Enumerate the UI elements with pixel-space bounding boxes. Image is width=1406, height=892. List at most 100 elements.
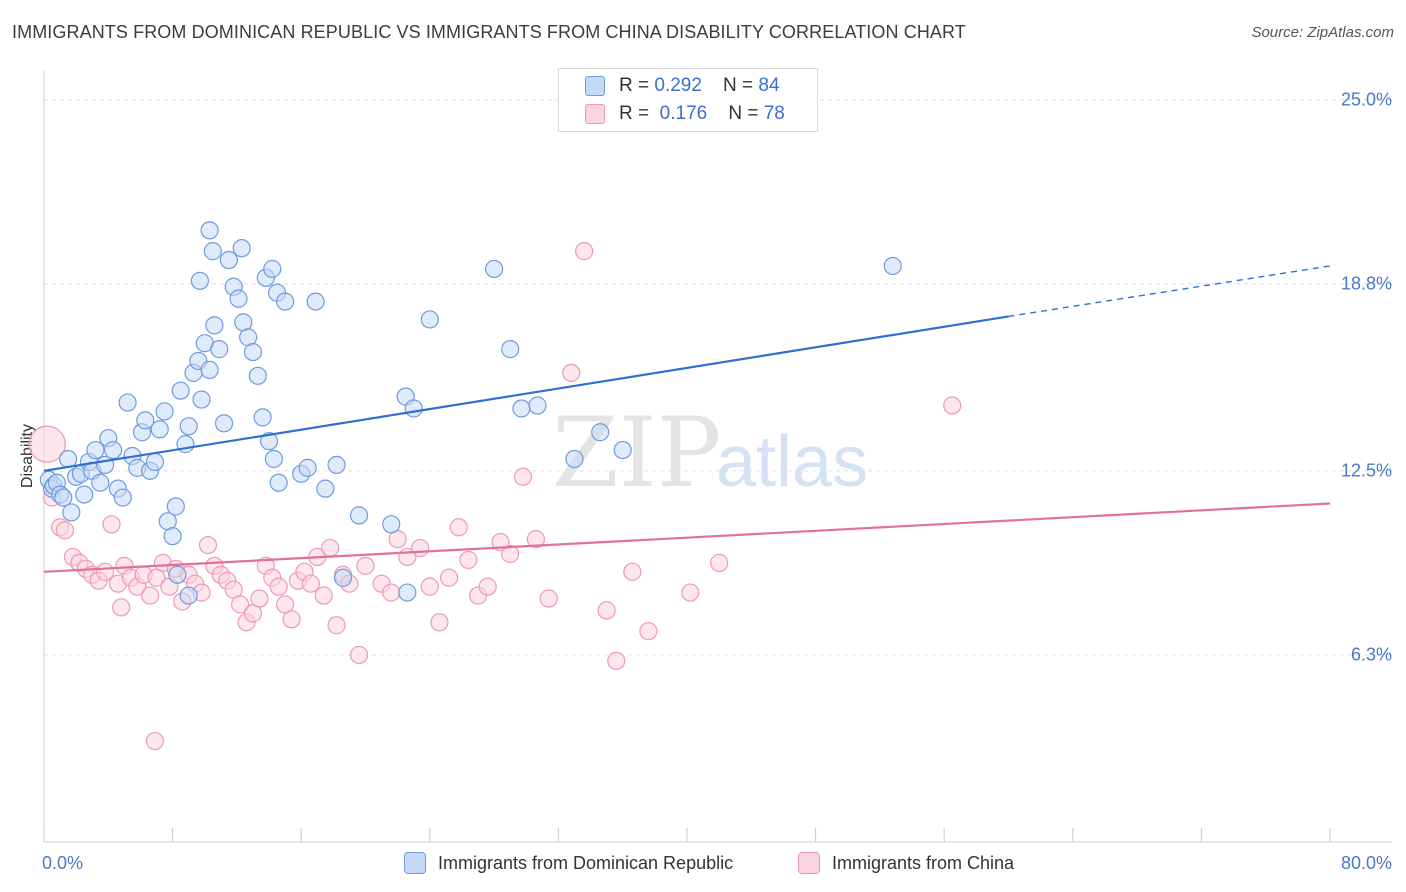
chart-title: IMMIGRANTS FROM DOMINICAN REPUBLIC VS IM… [12,22,966,42]
data-point [95,562,115,581]
data-point [55,521,74,540]
data-point [883,256,902,276]
data-point [420,577,439,596]
legend-r-label: R = [619,75,655,96]
data-point [639,622,658,641]
source-credit: Source: ZipAtlas.com [1251,24,1394,41]
data-point [104,440,123,460]
data-point [512,399,531,418]
y-tick-label: 12.5% [1340,460,1392,481]
watermark-atlas: atlas [716,422,868,502]
data-point [269,577,288,596]
bottom-legend-label-china: Immigrants from China [832,852,1015,873]
bottom-legend-swatch-pink [798,852,820,874]
series-dominican-points [39,221,902,605]
bottom-legend-swatch-blue [404,852,426,874]
y-tick-label: 25.0% [1340,89,1392,110]
data-point [382,515,401,534]
legend-swatch-blue [585,76,605,96]
data-point [145,452,165,472]
data-point [513,467,533,486]
data-point [166,497,185,516]
data-point [321,538,340,558]
data-point [623,562,642,581]
data-point [263,259,282,279]
data-point [86,440,105,460]
legend-r-label: R = [619,103,655,124]
data-point [118,393,137,412]
y-tick-label: 6.3% [1350,644,1392,665]
data-point [253,408,272,427]
data-point [539,589,558,608]
data-point [140,586,160,605]
legend-n-label: N = [728,103,764,124]
data-point [250,589,269,608]
legend-row-dominican: R = 0.292 N = 84 [585,73,780,99]
data-point [210,340,229,359]
x-tick-max: 80.0% [1340,853,1392,873]
data-point [231,595,250,614]
data-point [229,289,248,308]
data-point [200,360,219,379]
data-point [75,485,94,504]
data-point [316,479,335,498]
data-point [248,366,267,385]
trend-line-dominican [43,315,1009,472]
data-point [333,568,353,587]
data-point [526,530,545,549]
data-point [136,411,155,430]
legend-n-value: 78 [763,103,785,124]
data-point [54,488,73,507]
data-point [62,503,81,522]
legend-row-china: R = 0.176 N = 78 [585,101,785,127]
data-point [203,242,222,261]
data-point [198,535,218,555]
data-point [597,601,616,620]
data-point [382,583,401,602]
data-point [91,473,110,492]
data-point [430,613,449,632]
legend-r-value: 0.292 [654,75,702,96]
data-point [449,518,468,537]
data-point [327,455,346,475]
data-point [163,527,182,546]
data-point [478,577,497,596]
correlation-legend: R = 0.292 N = 84 R = 0.176 N = 78 [558,68,818,132]
trend-line-china [43,502,1331,573]
data-point [420,310,439,329]
data-point [298,458,317,477]
data-point [200,221,219,240]
data-point [349,645,369,665]
data-point [95,455,115,475]
data-point [243,342,263,362]
data-point [192,390,211,409]
data-point [404,399,423,418]
data-point [232,239,251,258]
legend-n-value: 84 [758,75,780,96]
data-point [145,731,165,751]
data-point [282,610,301,629]
data-point [327,616,346,635]
data-point [205,316,224,335]
data-point [168,565,187,584]
series-china-points [28,242,962,751]
data-point [411,538,430,558]
data-point [179,417,198,436]
data-point [301,574,320,593]
data-point [276,292,295,311]
data-point [710,553,729,572]
data-point [28,425,66,463]
data-point [102,515,121,534]
data-point [264,449,283,469]
x-tick-min: 0.0% [42,853,84,873]
data-point [439,568,459,587]
data-point [269,473,288,492]
y-tick-label: 18.8% [1340,273,1392,294]
trend-line-dominican-extension [1008,265,1331,318]
data-point [607,651,626,670]
legend-swatch-pink [585,104,605,124]
data-point [190,271,210,290]
data-point [259,432,279,451]
data-point [575,242,594,261]
data-point [681,583,700,602]
